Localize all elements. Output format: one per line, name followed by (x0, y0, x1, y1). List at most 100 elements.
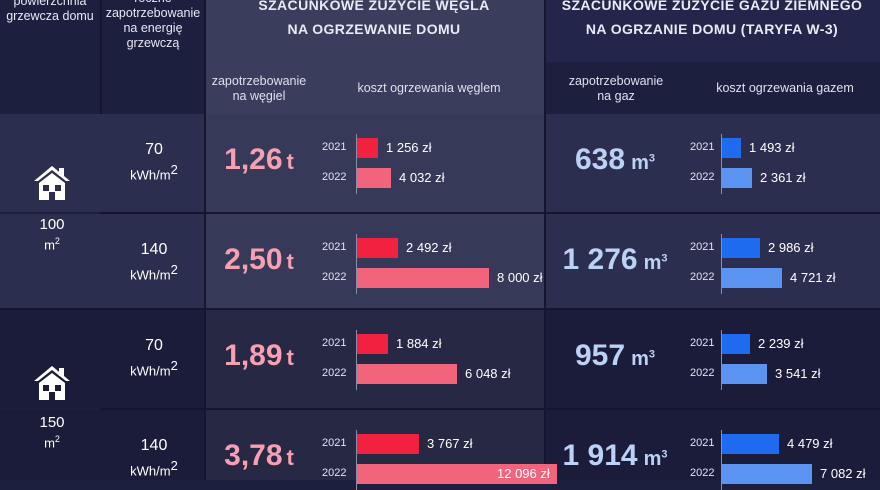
coal-header-band (204, 0, 544, 114)
energy-unit: kWh/m2 (130, 162, 178, 183)
year-label: 2021 (322, 437, 347, 449)
area-150: 150 (39, 414, 65, 431)
gas-need-unit: m3 (643, 448, 668, 470)
coal-cost-label: 1 256 zł (386, 140, 432, 155)
coal-bar-2021 (357, 238, 398, 258)
coal-cost-label: 6 048 zł (465, 366, 511, 381)
gas-need-value: 638 m3 (545, 143, 685, 177)
gas-need-number: 957 (575, 339, 626, 372)
gas-need-value: 1 276 m3 (545, 243, 685, 277)
year-label: 2021 (690, 437, 715, 449)
energy-value: 140 kWh/m2 (104, 436, 204, 481)
gas-cost-label: 2 986 zł (768, 240, 814, 255)
area-100-unit: m2 (44, 236, 60, 253)
gas-cost-label: 2 361 zł (760, 170, 806, 185)
energy-number: 70 (145, 141, 163, 158)
coal-cost-label: 8 000 zł (497, 270, 543, 285)
gas-axis-tick (721, 330, 722, 390)
area-150-unit: m2 (44, 434, 60, 451)
col-separator-1 (100, 0, 102, 114)
gas-need-number: 638 (575, 143, 626, 176)
row-band-2 (0, 214, 880, 308)
energy-value: 140 kWh/m2 (104, 240, 204, 285)
energy-value: 70 kWh/m2 (104, 140, 204, 185)
gas-need-number: 1 276 (562, 243, 638, 276)
gas-cost-label: 2 239 zł (758, 336, 804, 351)
coal-cost-label: 4 032 zł (399, 170, 445, 185)
coal-cost-label: 2 492 zł (406, 240, 452, 255)
gas-need-value: 1 914 m3 (545, 439, 685, 473)
year-label: 2021 (690, 337, 715, 349)
gas-axis-tick (721, 234, 722, 294)
gas-title-line-2: NA OGRZANIE DOMU (TARYFA W-3) (585, 21, 839, 37)
header-area: powierzchnia grzewcza domu (6, 0, 94, 23)
coal-cost-label: 3 767 zł (427, 436, 473, 451)
house-icon (34, 366, 70, 400)
coal-need-number: 1,89 (224, 339, 283, 372)
gas-bar-2022 (722, 168, 752, 188)
year-label: 2022 (322, 467, 347, 479)
gas-cost-label: 7 082 zł (820, 466, 866, 481)
coal-need-number: 2,50 (224, 243, 283, 276)
year-label: 2022 (690, 467, 715, 479)
year-label: 2021 (322, 141, 347, 153)
row-band-1 (0, 114, 880, 212)
energy-number: 140 (140, 241, 168, 258)
coal-bar-2022 (357, 268, 489, 288)
row-separator-2 (0, 308, 880, 310)
coal-bar-2022 (357, 364, 457, 384)
coal-need-unit: t (286, 249, 294, 274)
coal-bar-2021 (357, 334, 388, 354)
gas-need-value: 957 m3 (545, 339, 685, 373)
coal-axis-tick (356, 234, 357, 294)
gas-cost-label: 4 479 zł (787, 436, 833, 451)
gas-header-band (544, 0, 880, 62)
energy-unit: kWh/m2 (130, 358, 178, 379)
coal-axis-tick (356, 134, 357, 194)
year-label: 2021 (322, 337, 347, 349)
coal-need-unit: t (286, 345, 294, 370)
coal-need-value: 2,50 t (205, 243, 313, 277)
header-energy: roczne zapotrzebowanie na energię grzewc… (105, 0, 201, 50)
year-label: 2022 (690, 271, 715, 283)
coal-title-line-2: NA OGRZEWANIE DOMU (287, 21, 461, 37)
coal-need-value: 1,26 t (205, 143, 313, 177)
house-icon (34, 166, 70, 200)
gas-cost-label: 3 541 zł (775, 366, 821, 381)
coal-title-line-1: SZACUNKOWE ZUŻYCIE WĘGLA (258, 0, 490, 13)
year-label: 2021 (690, 141, 715, 153)
coal-need-header-l1: zapotrzebowanie (211, 74, 307, 88)
year-label: 2021 (322, 241, 347, 253)
year-label: 2022 (322, 171, 347, 183)
coal-need-header-l2: na węgiel (232, 89, 286, 103)
gas-bar-2021 (722, 238, 760, 258)
energy-value: 70 kWh/m2 (104, 336, 204, 381)
coal-need-number: 1,26 (224, 143, 283, 176)
coal-need-unit: t (286, 445, 294, 470)
gas-bar-2021 (722, 138, 741, 158)
row-separator-1 (100, 212, 880, 214)
coal-need-unit: t (286, 149, 294, 174)
coal-bar-2021 (357, 138, 378, 158)
year-label: 2021 (690, 241, 715, 253)
col-separator-3 (544, 0, 546, 480)
coal-axis-tick (356, 430, 357, 490)
gas-bar-2021 (722, 434, 779, 454)
coal-bar-2021 (357, 434, 419, 454)
gas-need-header-l2: na gaz (597, 89, 635, 103)
coal-bar-2022 (357, 464, 557, 484)
coal-cost-label: 12 096 zł (497, 466, 550, 481)
gas-axis-tick (721, 134, 722, 194)
gas-need-unit: m3 (643, 252, 668, 274)
row-band-3 (0, 310, 880, 408)
row-separator-3 (100, 408, 880, 410)
gas-cost-header: koszt ogrzewania gazem (716, 81, 854, 95)
gas-cost-label: 4 721 zł (790, 270, 836, 285)
energy-number: 140 (140, 437, 168, 454)
gas-bar-2022 (722, 464, 812, 484)
energy-number: 70 (145, 337, 163, 354)
energy-unit: kWh/m2 (130, 262, 178, 283)
gas-bar-2022 (722, 268, 782, 288)
gas-need-unit: m3 (631, 152, 655, 174)
gas-need-unit: m3 (631, 348, 655, 370)
